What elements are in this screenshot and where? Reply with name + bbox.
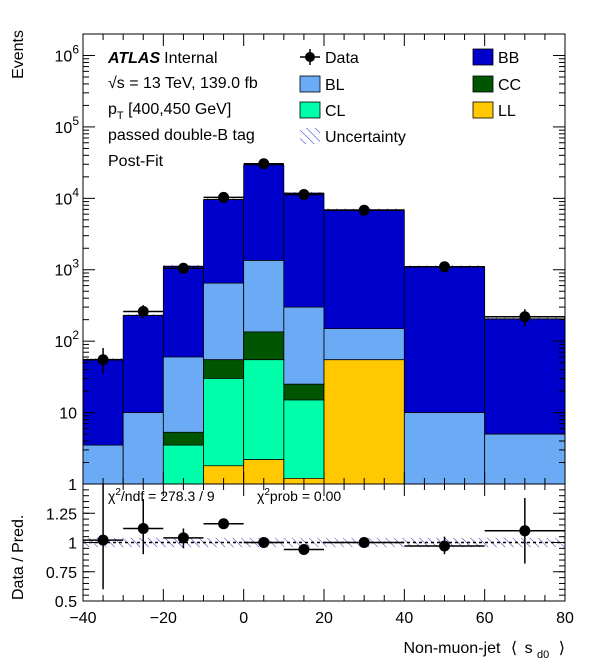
bar-ll-6: [324, 359, 405, 484]
svg-text:BL: BL: [325, 77, 345, 94]
ratio-point-3: [218, 518, 230, 530]
ratio-unc-5: [283, 537, 324, 548]
y-tick-label-5: 105: [55, 114, 80, 137]
y-tick-label-1: 10: [59, 406, 77, 423]
x-tick-label-3: 20: [315, 610, 333, 627]
svg-text:CL: CL: [325, 103, 346, 120]
ratio-y-tick-label-1: 0.75: [46, 565, 77, 582]
ratio-y-tick-label-0: 0.5: [55, 594, 77, 611]
data-point-1: [137, 306, 149, 318]
ratio-point-0: [97, 534, 109, 546]
legend: Data BL CL Uncertainty BB CC LL: [299, 48, 521, 146]
data-point-8: [519, 311, 531, 323]
y-tick-label-6: 106: [55, 42, 80, 65]
x-tick-label-2: 0: [239, 610, 248, 627]
legend-entry-bl: BL: [299, 75, 345, 94]
svg-text:BB: BB: [498, 50, 519, 67]
ratio-point-2: [177, 532, 189, 544]
ratio-point-1: [137, 522, 149, 534]
svg-text:Data: Data: [325, 50, 359, 67]
ratio-point-5: [298, 544, 310, 556]
data-point-6: [358, 204, 370, 216]
fit-label: Post-Fit: [108, 153, 164, 170]
y-tick-label-4: 104: [55, 185, 80, 208]
bar-bl-7: [404, 412, 485, 484]
legend-entry-bb: BB: [472, 48, 519, 67]
bar-bl-1: [123, 412, 164, 484]
svg-text:LL: LL: [498, 103, 516, 120]
y-tick-label-2: 102: [55, 328, 80, 351]
x-tick-label-6: 80: [556, 610, 574, 627]
ratio-y-tick-label-3: 1.25: [46, 506, 77, 523]
ratio-y-tick-label-2: 1: [68, 536, 77, 553]
ratio-point-4: [258, 537, 270, 548]
legend-entry-cc: CC: [472, 75, 521, 94]
data-point-2: [177, 262, 189, 274]
chi2-ndf-label: χ2/ndf = 278.3 / 9: [108, 487, 215, 504]
data-point-5: [298, 189, 310, 201]
energy-label: √s = 13 TeV, 139.0 fb: [108, 75, 258, 92]
legend-entry-uncertainty: Uncertainty: [300, 128, 406, 146]
data-point-4: [258, 158, 270, 170]
bar-ll-3: [203, 465, 244, 484]
bar-bl-8: [484, 434, 565, 484]
atlas-label: ATLAS: [107, 50, 160, 67]
chi2-prob-label: χ2prob = 0.00: [257, 487, 341, 504]
internal-label: Internal: [164, 50, 217, 67]
x-tick-label-4: 40: [395, 610, 413, 627]
legend-entry-data: Data: [300, 49, 359, 67]
legend-entry-ll: LL: [472, 101, 516, 120]
main-axis-ticks: 1 10 102 103 104 105 106: [55, 33, 566, 494]
legend-entry-cl: CL: [299, 101, 346, 120]
svg-text:CC: CC: [498, 77, 521, 94]
ratio-plot: [83, 484, 565, 590]
bar-cl-5: [283, 400, 324, 484]
svg-text:Uncertainty: Uncertainty: [325, 129, 406, 146]
info-block: ATLAS Internal √s = 13 TeV, 139.0 fb pT […: [107, 50, 258, 170]
ratio-point-7: [439, 540, 450, 552]
bar-bl-0: [83, 445, 124, 484]
bar-cl-2: [163, 445, 204, 484]
y-tick-label-3: 103: [55, 257, 80, 280]
stacked-histogram: [82, 163, 566, 484]
x-tick-label-1: −20: [150, 610, 177, 627]
ratio-point-6: [358, 537, 370, 548]
tag-label: passed double-B tag: [108, 127, 255, 144]
y-tick-label-0: 1: [68, 477, 77, 494]
data-points: [83, 158, 565, 374]
x-tick-label-5: 60: [476, 610, 494, 627]
ratio-y-axis-label: Data / Pred.: [10, 515, 27, 600]
x-tick-label-0: −40: [69, 610, 96, 627]
ratio-point-8: [519, 525, 531, 537]
x-axis-label: Non-muon-jet ⟨ s d0 ⟩: [404, 640, 566, 662]
pt-label: pT [400,450 GeV]: [108, 101, 231, 122]
data-point-0: [97, 354, 109, 366]
data-point-7: [439, 261, 450, 273]
ratio-axis-ticks: 0.5 0.75 1 1.25 −40 −20 0 20 40 60 80: [46, 484, 574, 627]
data-point-3: [218, 191, 230, 203]
y-axis-label: Events: [10, 30, 27, 79]
